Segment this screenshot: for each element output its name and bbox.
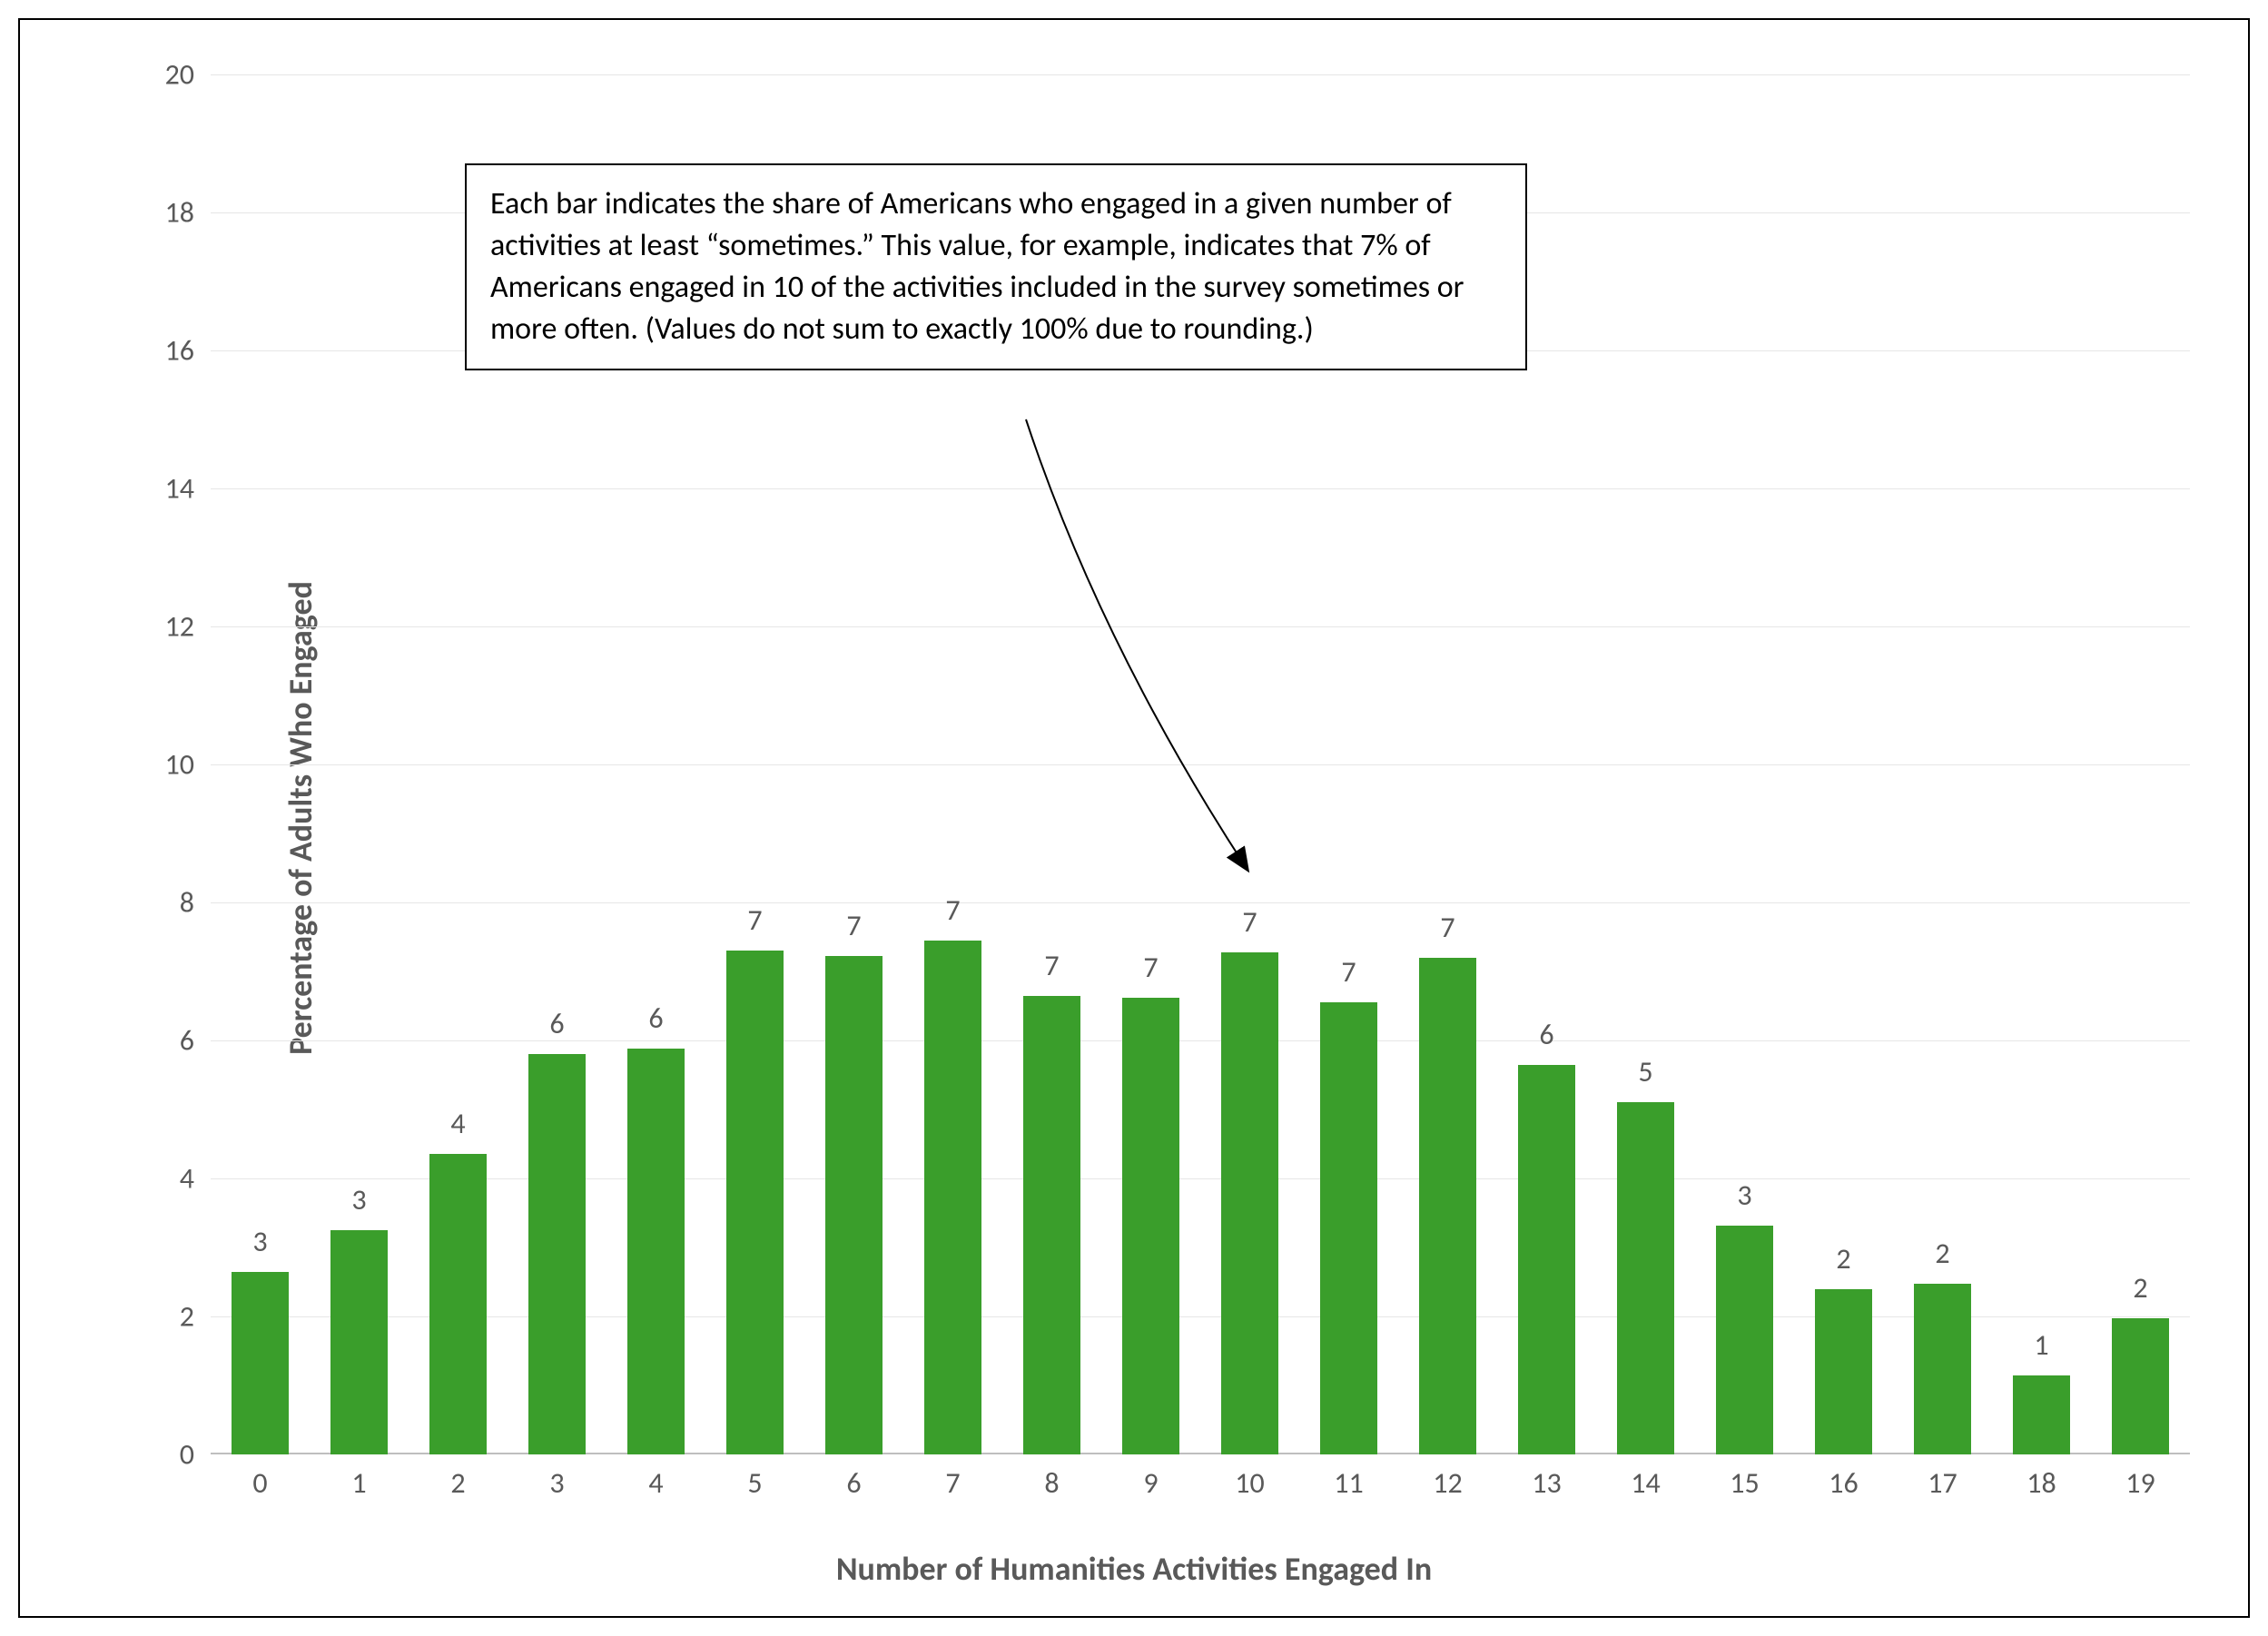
bar-value-label: 2 — [1836, 1241, 1850, 1276]
y-tick-label: 4 — [180, 1161, 194, 1197]
bar — [232, 1272, 289, 1454]
bar — [726, 951, 784, 1454]
bar — [330, 1230, 388, 1454]
x-tick-label: 10 — [1235, 1465, 1264, 1501]
bar-value-label: 7 — [1143, 950, 1158, 985]
x-tick-label: 9 — [1143, 1465, 1158, 1501]
y-tick-label: 2 — [180, 1299, 194, 1335]
gridline — [211, 626, 2190, 627]
bar-value-label: 5 — [1638, 1054, 1652, 1089]
x-tick-label: 13 — [1532, 1465, 1561, 1501]
bar — [1617, 1102, 1674, 1454]
y-tick-label: 16 — [165, 333, 194, 369]
bar-value-label: 7 — [1440, 910, 1454, 945]
bar-value-label: 7 — [1242, 904, 1257, 940]
bar-value-label: 7 — [1044, 948, 1059, 983]
gridline — [211, 488, 2190, 489]
bar — [528, 1054, 586, 1454]
x-tick-label: 19 — [2125, 1465, 2155, 1501]
bar — [1221, 952, 1278, 1454]
y-tick-label: 20 — [165, 57, 194, 93]
bar-value-label: 6 — [549, 1006, 564, 1041]
gridline — [211, 74, 2190, 75]
x-axis-title: Number of Humanities Activities Engaged … — [836, 1549, 1432, 1589]
gridline — [211, 1316, 2190, 1317]
bar — [1023, 996, 1080, 1454]
bar — [1320, 1002, 1377, 1454]
x-tick-label: 6 — [846, 1465, 861, 1501]
x-tick-label: 15 — [1730, 1465, 1759, 1501]
bar-value-label: 3 — [252, 1224, 267, 1259]
x-tick-label: 3 — [549, 1465, 564, 1501]
bar-value-label: 6 — [648, 1000, 663, 1036]
bar-value-label: 4 — [450, 1106, 465, 1141]
chart-container: Percentage of Adults Who Engaged 0246810… — [18, 18, 2250, 1618]
bar-value-label: 1 — [2034, 1327, 2048, 1363]
x-tick-label: 2 — [450, 1465, 465, 1501]
bar — [1815, 1289, 1872, 1454]
bar-value-label: 7 — [945, 892, 960, 928]
gridline — [211, 764, 2190, 765]
y-tick-label: 18 — [165, 195, 194, 231]
bar — [1122, 998, 1179, 1454]
gridline — [211, 1178, 2190, 1179]
y-tick-label: 12 — [165, 609, 194, 645]
x-tick-label: 14 — [1631, 1465, 1660, 1501]
x-tick-label: 16 — [1829, 1465, 1858, 1501]
x-tick-label: 7 — [945, 1465, 960, 1501]
bar — [1419, 958, 1476, 1454]
y-tick-label: 10 — [165, 747, 194, 783]
bar-value-label: 2 — [1935, 1236, 1949, 1271]
gridline — [211, 902, 2190, 903]
bar — [825, 956, 883, 1454]
y-tick-label: 14 — [165, 471, 194, 507]
bar — [2013, 1375, 2070, 1454]
y-tick-label: 8 — [180, 885, 194, 921]
y-tick-label: 6 — [180, 1023, 194, 1059]
bar — [924, 941, 981, 1454]
x-tick-label: 12 — [1433, 1465, 1462, 1501]
x-tick-label: 18 — [2026, 1465, 2056, 1501]
bar — [1716, 1226, 1773, 1454]
bar — [1914, 1284, 1971, 1454]
bar-value-label: 3 — [351, 1182, 366, 1217]
bar — [1518, 1065, 1575, 1454]
x-tick-label: 8 — [1044, 1465, 1059, 1501]
bar-value-label: 3 — [1737, 1178, 1751, 1213]
x-axis-line — [211, 1453, 2190, 1454]
bar-value-label: 7 — [747, 902, 762, 938]
x-tick-label: 1 — [351, 1465, 366, 1501]
bar — [627, 1049, 685, 1454]
bar-value-label: 6 — [1539, 1017, 1553, 1052]
plot-area: 0246810121416182030314263647576777879710… — [211, 74, 2190, 1454]
bar — [2112, 1318, 2169, 1454]
bar-value-label: 7 — [1341, 954, 1356, 990]
bar-value-label: 7 — [846, 908, 861, 943]
x-tick-label: 5 — [747, 1465, 762, 1501]
annotation-box: Each bar indicates the share of American… — [465, 163, 1527, 370]
y-tick-label: 0 — [180, 1437, 194, 1473]
x-tick-label: 4 — [648, 1465, 663, 1501]
x-tick-label: 11 — [1334, 1465, 1363, 1501]
gridline — [211, 1040, 2190, 1041]
bar — [429, 1154, 487, 1454]
bar-value-label: 2 — [2133, 1270, 2147, 1306]
x-tick-label: 17 — [1928, 1465, 1957, 1501]
x-tick-label: 0 — [252, 1465, 267, 1501]
